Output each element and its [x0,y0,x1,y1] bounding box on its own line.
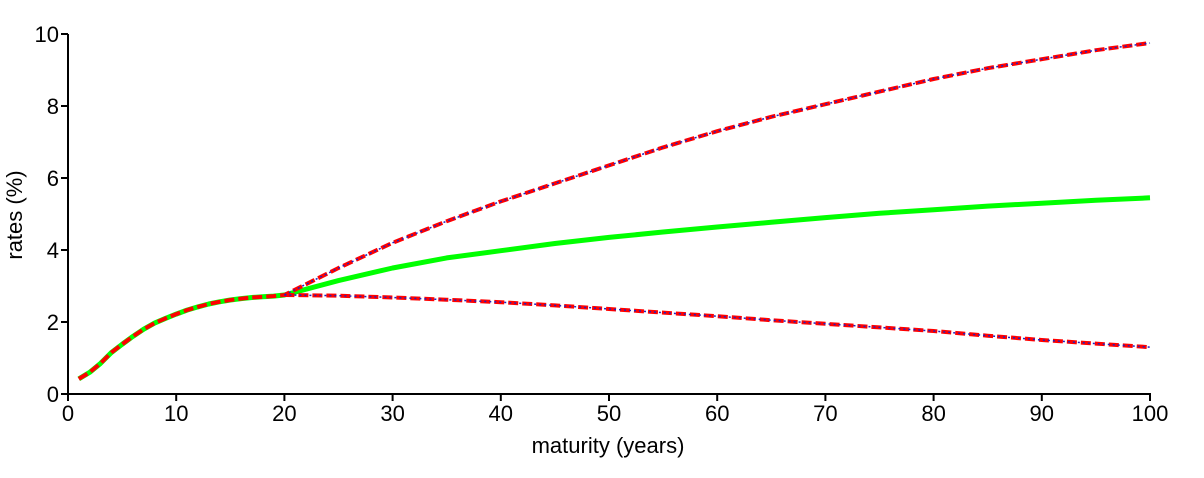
x-tick-label: 0 [62,401,74,426]
y-tick-label: 2 [47,310,59,335]
x-tick-label: 100 [1132,401,1169,426]
y-axis-label: rates (%) [2,170,27,259]
x-tick-label: 80 [921,401,945,426]
x-tick-label: 60 [705,401,729,426]
y-tick-label: 4 [47,238,59,263]
x-ticks: 0 10 20 30 40 50 60 70 80 90 100 [62,394,1168,426]
series-line-2 [77,41,1151,381]
series-layer [77,41,1151,382]
y-tick-label: 8 [47,94,59,119]
x-tick-label: 30 [380,401,404,426]
series-line-4 [284,42,1151,296]
series-line-1 [77,195,1151,382]
x-tick-label: 20 [272,401,296,426]
x-tick-label: 70 [813,401,837,426]
x-tick-label: 50 [597,401,621,426]
y-tick-label: 6 [47,166,59,191]
x-tick-label: 40 [489,401,513,426]
x-tick-label: 10 [164,401,188,426]
series-line-3 [284,293,1151,350]
y-tick-label: 10 [35,22,59,47]
x-axis-label: maturity (years) [532,433,685,458]
x-tick-label: 90 [1030,401,1054,426]
y-ticks: 0 2 4 6 8 10 [35,22,68,407]
y-tick-label: 0 [47,382,59,407]
